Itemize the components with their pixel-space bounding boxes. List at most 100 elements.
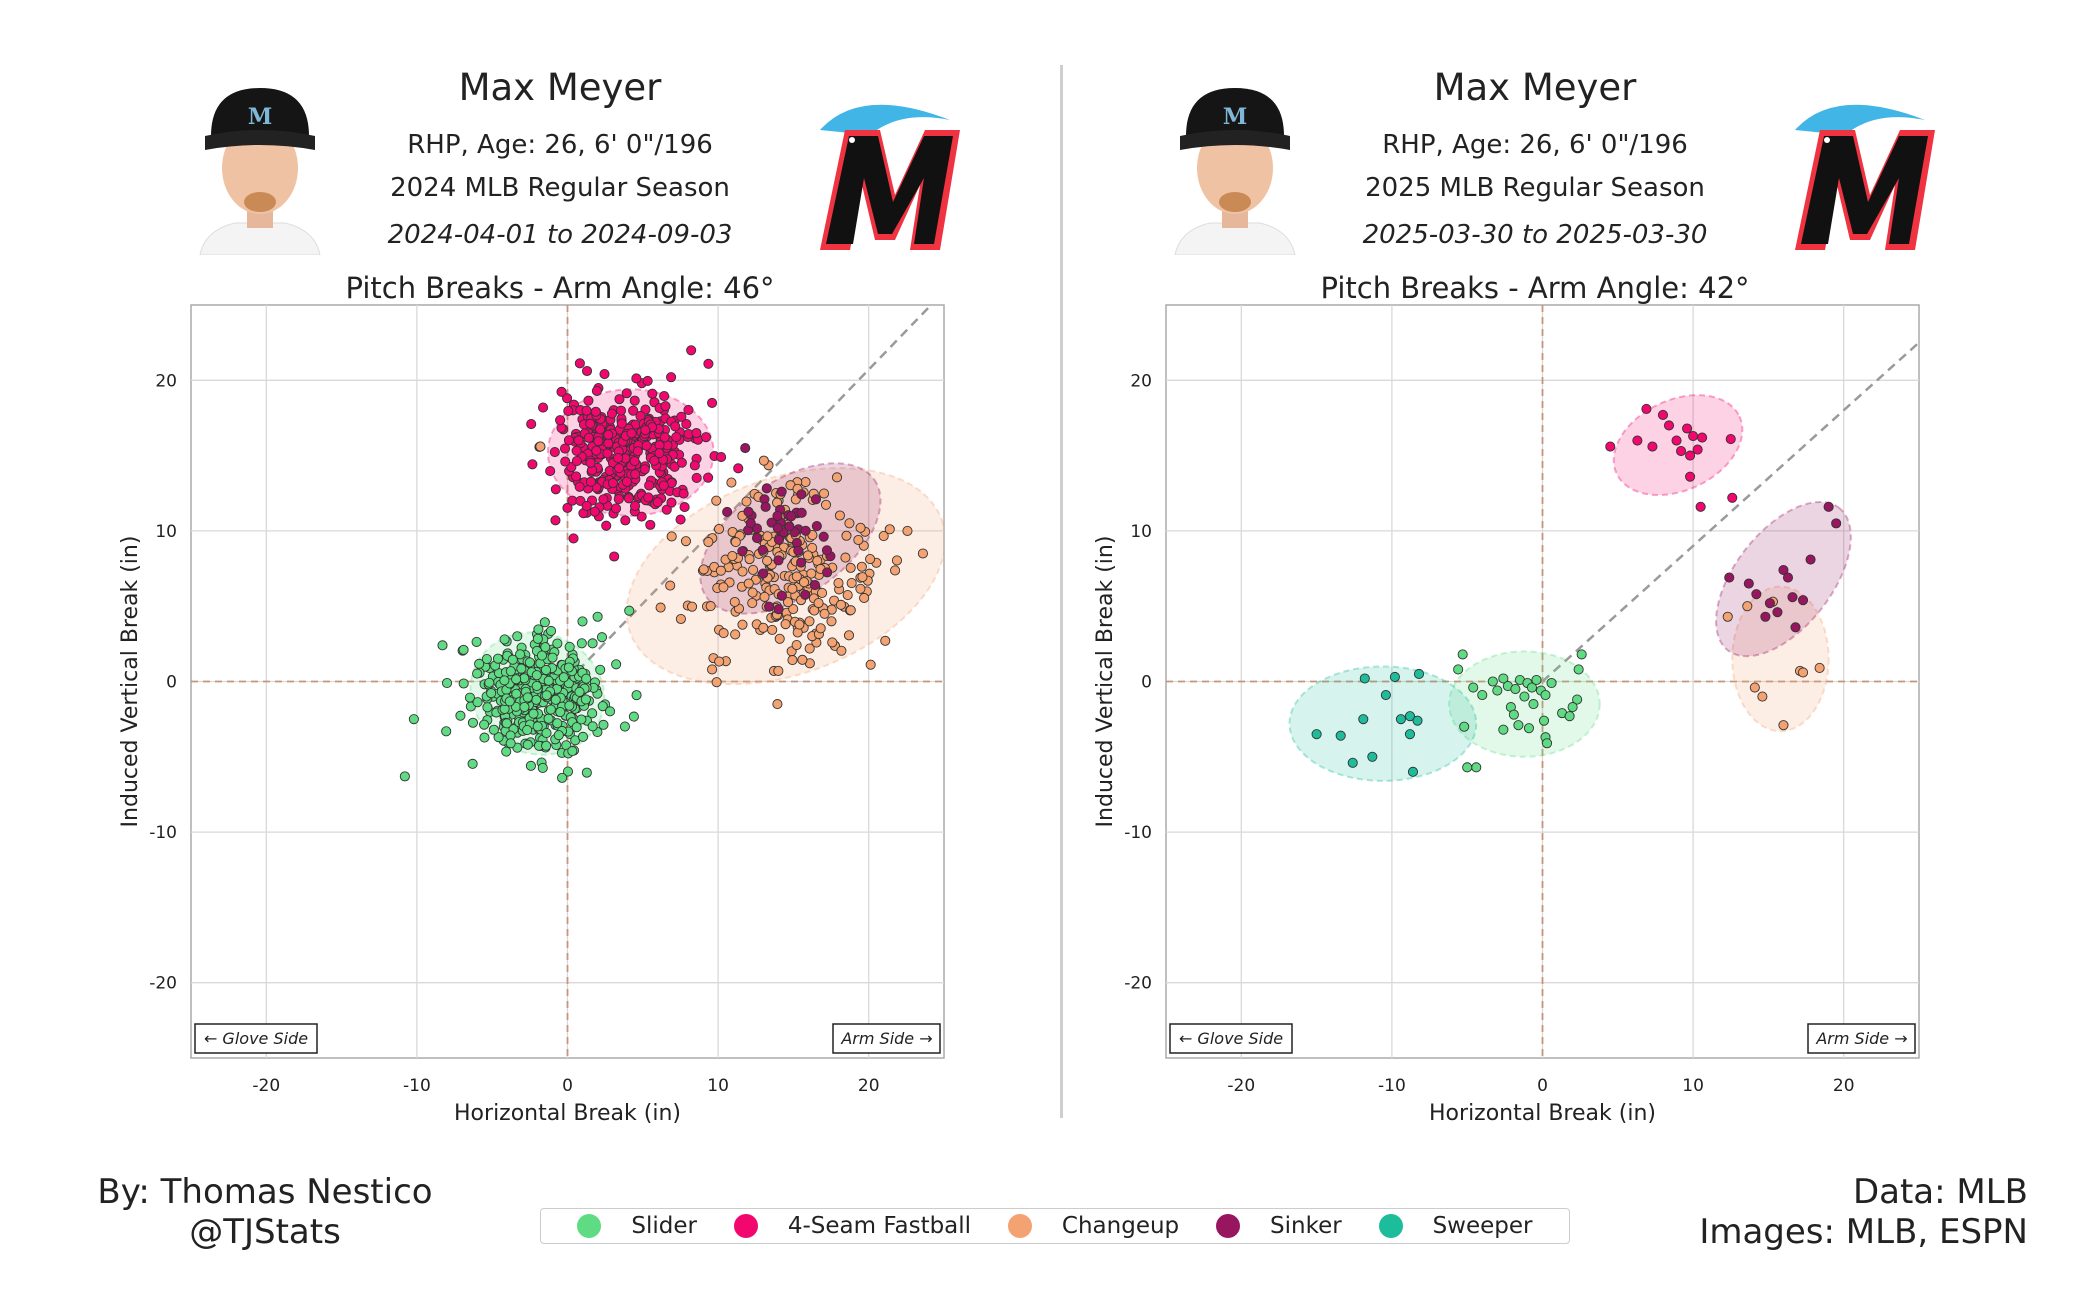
pitch-point bbox=[596, 632, 608, 643]
pitch-point bbox=[855, 522, 866, 533]
pitch-point bbox=[580, 694, 591, 705]
pitch-point bbox=[1311, 729, 1322, 740]
pitch-ellipse bbox=[1288, 665, 1478, 782]
pitch-point bbox=[574, 358, 585, 369]
pitch-point bbox=[691, 427, 702, 439]
pitch-point bbox=[441, 677, 453, 689]
pitch-point bbox=[711, 677, 722, 688]
pitch-point bbox=[535, 441, 546, 452]
pitch-point bbox=[715, 565, 726, 576]
pitch-point bbox=[718, 582, 729, 593]
legend-marker bbox=[577, 1214, 602, 1238]
pitch-point bbox=[567, 746, 578, 757]
pitch-point bbox=[598, 494, 609, 505]
legend-label: 4-Seam Fastball bbox=[787, 1213, 972, 1239]
pitch-point bbox=[555, 415, 566, 426]
pitch-point bbox=[689, 460, 700, 471]
pitch-point bbox=[767, 624, 778, 635]
pitch-point bbox=[1725, 433, 1736, 445]
pitch-point bbox=[547, 652, 558, 663]
pitch-point bbox=[676, 457, 687, 468]
pitch-point bbox=[629, 456, 640, 467]
pitch-point bbox=[764, 601, 775, 612]
pitch-point bbox=[557, 772, 568, 783]
pitch-point bbox=[541, 690, 552, 701]
pitch-point bbox=[516, 663, 527, 674]
plot-marks bbox=[1288, 340, 1919, 782]
pitch-point bbox=[540, 642, 551, 653]
pitch-point bbox=[711, 495, 722, 506]
pitch-point bbox=[1641, 403, 1652, 414]
pitch-point bbox=[474, 658, 485, 669]
legend: Slider 4-Seam Fastball Changeup Sinker Sweep… bbox=[540, 1208, 1570, 1244]
x-tick-label: -20 bbox=[252, 1076, 280, 1096]
pitch-point bbox=[562, 766, 574, 777]
pitch-point bbox=[1531, 674, 1542, 686]
pitch-point bbox=[705, 601, 716, 612]
pitch-point bbox=[606, 408, 618, 419]
pitch-point bbox=[787, 655, 798, 666]
pitch-point bbox=[1722, 611, 1733, 622]
pitch-point bbox=[545, 704, 556, 715]
pitch-point bbox=[499, 675, 510, 686]
pitch-point bbox=[1412, 715, 1423, 726]
pitch-point bbox=[784, 521, 795, 532]
pitch-point bbox=[815, 623, 826, 634]
legend-label: Slider bbox=[631, 1213, 698, 1239]
pitch-point bbox=[472, 697, 483, 708]
author-name: By: Thomas Nestico bbox=[97, 1172, 433, 1212]
pitch-point bbox=[652, 497, 663, 508]
pitch-point bbox=[786, 511, 797, 522]
pitch-point bbox=[525, 760, 536, 771]
pitch-point bbox=[626, 428, 637, 439]
pitch-point bbox=[661, 504, 672, 515]
pitch-point bbox=[559, 443, 571, 454]
pitch-point bbox=[1567, 702, 1578, 713]
pitch-point bbox=[707, 397, 718, 408]
arm-angle-line bbox=[566, 305, 933, 683]
pitch-point bbox=[553, 730, 564, 741]
pitch-point bbox=[533, 624, 544, 635]
pitch-point bbox=[675, 514, 686, 525]
pitch-point bbox=[1572, 694, 1583, 705]
pitch-point bbox=[538, 402, 549, 413]
arm-angle-line bbox=[1541, 340, 1919, 683]
pitch-point bbox=[574, 481, 585, 492]
pitch-point bbox=[597, 701, 608, 712]
pitch-point bbox=[620, 515, 631, 526]
legend-item: 4-Seam Fastball bbox=[733, 1213, 972, 1239]
pitch-point bbox=[531, 694, 542, 705]
pitch-point bbox=[666, 372, 677, 383]
pitch-point bbox=[581, 767, 592, 778]
pitch-point bbox=[593, 436, 604, 447]
pitch-point bbox=[550, 484, 561, 495]
pitch-point bbox=[687, 601, 698, 612]
x-tick-label: 0 bbox=[1537, 1076, 1548, 1096]
pitch-point bbox=[592, 611, 603, 622]
pitch-point bbox=[581, 365, 593, 377]
pitch-point bbox=[585, 418, 596, 429]
pitch-point bbox=[659, 391, 670, 402]
x-tick-label: -10 bbox=[403, 1076, 431, 1096]
pitch-point bbox=[773, 665, 784, 677]
y-tick-label: 20 bbox=[1130, 371, 1152, 391]
pitch-point bbox=[458, 644, 469, 655]
arm-side-label: Arm Side → bbox=[840, 1029, 932, 1048]
pitch-point bbox=[577, 731, 589, 742]
pitch-point bbox=[796, 557, 807, 568]
pitch-point bbox=[1519, 691, 1530, 702]
pitch-point bbox=[564, 641, 575, 652]
pitch-point bbox=[1797, 667, 1809, 678]
data-source: Data: MLB bbox=[1852, 1172, 2028, 1212]
pitch-point bbox=[1564, 711, 1575, 722]
pitch-point bbox=[737, 619, 748, 630]
svg-text:M: M bbox=[1223, 104, 1247, 130]
author-credit: By: Thomas Nestico @TJStats bbox=[95, 1172, 435, 1252]
pitch-point bbox=[607, 478, 618, 489]
pitch-point bbox=[1685, 471, 1696, 482]
pitch-point bbox=[568, 533, 579, 544]
pitch-point bbox=[563, 405, 574, 417]
pitch-point bbox=[683, 404, 694, 415]
pitch-point bbox=[1647, 441, 1658, 452]
pitch-point bbox=[752, 532, 763, 544]
